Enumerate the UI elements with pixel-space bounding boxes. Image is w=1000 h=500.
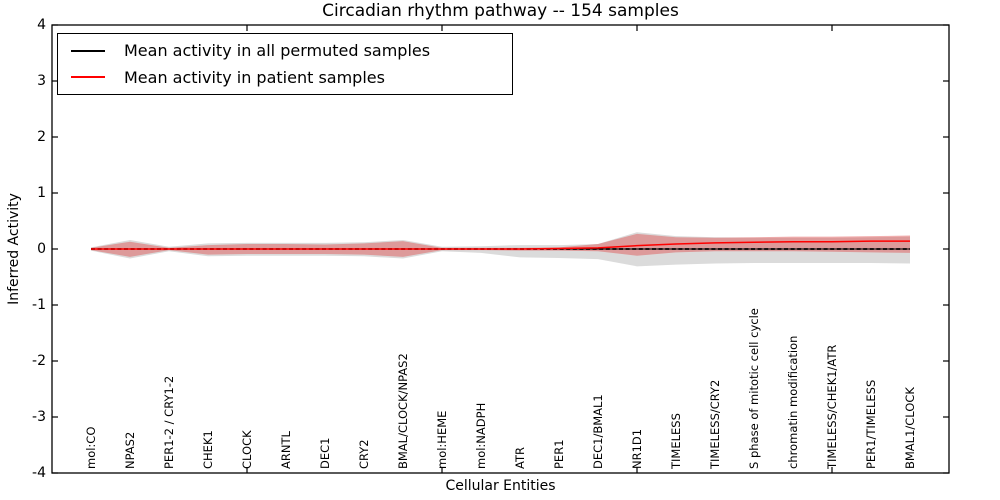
patient-mean-line [91,240,910,250]
y-tick-label: 3 [37,73,46,89]
x-category-label: TIMELESS [669,413,683,469]
permuted-line-swatch [71,49,105,52]
x-category-label: mol:HEME [435,410,449,469]
x-category-label: ARNTL [279,431,293,469]
x-category-label: PER1 [552,439,566,469]
y-tick-label: 2 [37,129,46,145]
x-category-label: S phase of mitotic cell cycle [747,308,761,469]
x-category-label: TIMELESS/CHEK1/ATR [825,344,839,469]
legend-label-patient: Mean activity in patient samples [124,67,385,87]
x-category-label: NPAS2 [123,431,137,469]
y-tick-label: 0 [37,241,46,257]
y-tick-label: -2 [32,353,46,369]
x-category-label: CRY2 [357,439,371,469]
x-category-label: BMAL/CLOCK/NPAS2 [396,353,410,469]
x-category-label: NR1D1 [630,428,644,469]
legend-entry-patient: Mean activity in patient samples [58,68,512,87]
y-tick-label: 1 [37,185,46,201]
x-category-label: DEC1/BMAL1 [591,394,605,469]
legend-entry-permuted: Mean activity in all permuted samples [58,41,512,60]
legend-label-permuted: Mean activity in all permuted samples [124,41,431,61]
patient-line-swatch [71,76,105,79]
y-tick-label: -1 [32,297,46,313]
x-category-label: BMAL1/CLOCK [903,387,917,469]
x-category-label: DEC1 [318,437,332,469]
x-category-label: CLOCK [240,430,254,469]
y-tick-label: -3 [32,409,46,425]
chart-title: Circadian rhythm pathway -- 154 samples [322,1,679,21]
x-category-label: mol:NADPH [474,402,488,469]
x-category-label: ATR [513,447,527,469]
y-tick-label: -4 [32,465,46,481]
legend: Mean activity in all permuted samples Me… [57,33,513,95]
x-category-label: TIMELESS/CRY2 [708,379,722,469]
x-category-label: mol:CO [84,426,98,469]
x-category-label: chromatin modification [786,335,800,469]
x-category-label: PER1/TIMELESS [864,379,878,469]
x-axis-label: Cellular Entities [445,478,556,494]
x-category-label: PER1-2 / CRY1-2 [162,375,176,469]
y-tick-label: 4 [37,17,46,33]
x-category-label: CHEK1 [201,430,215,469]
patient-band [91,233,910,257]
